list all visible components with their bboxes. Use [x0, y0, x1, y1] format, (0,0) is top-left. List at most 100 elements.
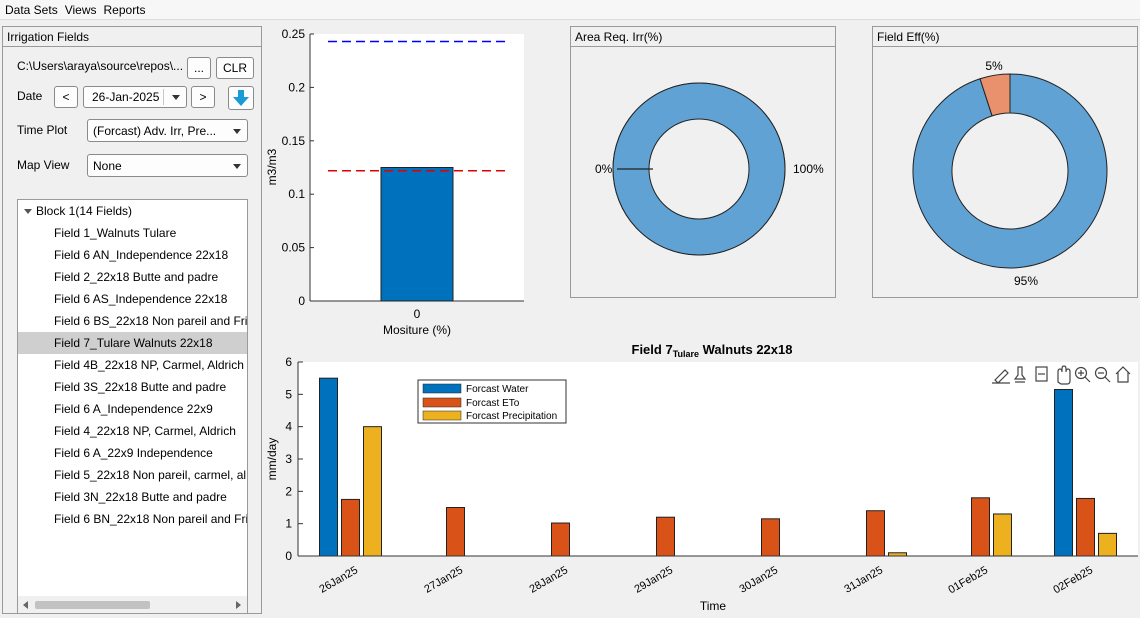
moisture-y-tick-label: 0 — [298, 294, 305, 308]
clear-button[interactable]: CLR — [216, 57, 254, 79]
forecast-x-tick-label: 28Jan25 — [527, 564, 570, 596]
forecast-x-tick-label: 29Jan25 — [632, 564, 675, 596]
map-view-label: Map View — [17, 158, 70, 172]
forecast-ylabel: mm/day — [265, 438, 279, 481]
forecast-legend[interactable]: Forcast Water Forcast ETo Forcast Precip… — [417, 379, 567, 424]
tree-field-item[interactable]: Field 1_Walnuts Tulare — [18, 222, 247, 244]
moisture-y-tick-label: 0.2 — [288, 80, 305, 94]
tree-field-item[interactable]: Field 5_22x18 Non pareil, carmel, al — [18, 464, 247, 486]
forecast-bar-eto — [341, 498, 360, 557]
tree-field-label: Field 2_22x18 Butte and padre — [54, 270, 219, 284]
forecast-x-tick-label: 26Jan25 — [317, 564, 360, 596]
moisture-chart: 0 0.05 0.1 0.15 0.2 0.25 0 Mositure (%) m3/m3 — [265, 27, 524, 337]
legend-label-eto: Forcast ETo — [466, 398, 520, 409]
chevron-down-icon — [233, 163, 241, 169]
menu-data-sets[interactable]: Data Sets — [5, 2, 58, 17]
moisture-y-tick-label: 0.05 — [282, 241, 306, 255]
forecast-x-tick-label: 02Feb25 — [1051, 564, 1095, 596]
tree-field-label: Field 6 A_Independence 22x9 — [54, 402, 213, 416]
brush-icon[interactable] — [992, 369, 1010, 384]
menu-views[interactable]: Views — [64, 2, 97, 17]
forecast-title-main: Field 7 — [632, 342, 673, 357]
tree-field-label: Field 6 AS_Independence 22x18 — [54, 292, 228, 306]
tree-field-item[interactable]: Field 3S_22x18 Butte and padre — [18, 376, 247, 398]
forecast-y-tick-label: 1 — [285, 517, 292, 531]
tree-node-block[interactable]: Block 1(14 Fields) — [18, 200, 247, 222]
tree-field-item[interactable]: Field 3N_22x18 Butte and padre — [18, 486, 247, 508]
tree-field-item[interactable]: Field 6 A_22x9 Independence — [18, 442, 247, 464]
tree-field-label: Field 6 AN_Independence 22x18 — [54, 248, 229, 262]
area-donut-chart: 0% 100% — [595, 82, 824, 256]
moisture-ylabel: m3/m3 — [265, 148, 279, 185]
menu-reports[interactable]: Reports — [103, 2, 146, 17]
tree-field-item[interactable]: Field 4_22x18 NP, Carmel, Aldrich — [18, 420, 247, 442]
forecast-chart: Field 7Tulare Walnuts 22x18 0 1 2 3 4 5 6 26Jan… — [265, 342, 1138, 613]
tree-field-label: Field 7_Tulare Walnuts 22x18 — [54, 336, 213, 350]
eff-donut-slice-5 — [979, 73, 1011, 117]
pan-hand-icon[interactable] — [1057, 365, 1071, 385]
moisture-x-tick: 0 — [414, 307, 421, 321]
tree-field-item[interactable]: Field 7_Tulare Walnuts 22x18 — [18, 332, 247, 354]
moisture-y-tick-label: 0.1 — [288, 187, 305, 201]
expand-icon[interactable] — [24, 209, 32, 214]
tree-field-label: Field 1_Walnuts Tulare — [54, 226, 177, 240]
time-plot-select[interactable]: (Forcast) Adv. Irr, Pre... — [87, 119, 248, 142]
field-tree[interactable]: Block 1(14 Fields) Field 1_Walnuts Tular… — [17, 199, 248, 614]
chevron-down-icon — [233, 128, 241, 134]
forecast-bar-eto — [656, 516, 675, 557]
eff-bottom-label: 95% — [1014, 274, 1038, 288]
legend-swatch-water — [422, 383, 462, 394]
scroll-right-icon[interactable] — [236, 601, 241, 609]
tree-field-item[interactable]: Field 6 BN_22x18 Non pareil and Fri — [18, 508, 248, 530]
date-picker-divider — [163, 89, 164, 105]
forecast-bar-eto — [446, 507, 465, 557]
area-panel-title: Area Req. Irr(%) — [575, 30, 663, 44]
tree-field-item[interactable]: Field 2_22x18 Butte and padre — [18, 266, 247, 288]
tree-field-item[interactable]: Field 6 BS_22x18 Non pareil and Fri — [18, 310, 248, 332]
tree-field-item[interactable]: Field 4B_22x18 NP, Carmel, Aldrich — [18, 354, 247, 376]
area-right-label: 100% — [793, 162, 824, 176]
forecast-bar-precip — [1098, 532, 1117, 557]
forecast-x-tick-label: 01Feb25 — [946, 564, 990, 596]
map-view-select[interactable]: None — [87, 154, 248, 177]
axes-toolbar — [992, 365, 1131, 385]
chevron-down-icon — [172, 95, 180, 100]
forecast-bar-precip — [993, 513, 1012, 557]
tree-field-item[interactable]: Field 6 AS_Independence 22x18 — [18, 288, 247, 310]
home-icon[interactable] — [1115, 366, 1131, 383]
area-left-label: 0% — [595, 162, 613, 176]
panel-title-divider — [571, 46, 835, 47]
path-field[interactable]: C:\Users\araya\source\repos\... — [17, 59, 184, 73]
panel-title: Irrigation Fields — [7, 30, 90, 44]
tree-field-label: Field 6 BN_22x18 Non pareil and Fri — [54, 512, 248, 526]
menu-bar: Data Sets Views Reports — [0, 0, 1140, 20]
forecast-bar-water — [319, 377, 338, 557]
tree-field-item[interactable]: Field 6 A_Independence 22x9 — [18, 398, 247, 420]
field-eff-panel: Field Eff(%) 5% 95% — [872, 26, 1138, 298]
data-tip-icon[interactable] — [1013, 366, 1027, 383]
forecast-bar-water — [1054, 388, 1073, 557]
eff-donut-slice-95 — [912, 73, 1108, 269]
panel-title-divider — [873, 46, 1137, 47]
scroll-left-icon[interactable] — [23, 601, 28, 609]
forecast-bar-eto — [1076, 497, 1095, 557]
horizontal-scrollbar[interactable] — [18, 596, 247, 613]
browse-button[interactable]: ... — [187, 57, 211, 79]
tree-field-label: Field 3S_22x18 Butte and padre — [54, 380, 227, 394]
download-button[interactable] — [228, 86, 254, 110]
forecast-y-tick-label: 4 — [285, 420, 292, 434]
eff-donut-chart: 5% 95% — [912, 59, 1108, 288]
forecast-y-tick-label: 6 — [285, 355, 292, 369]
zoom-in-icon[interactable] — [1074, 366, 1091, 383]
restore-view-icon[interactable] — [1035, 366, 1048, 382]
tree-field-item[interactable]: Field 6 AN_Independence 22x18 — [18, 244, 247, 266]
forecast-title-sub: Tulare — [673, 349, 699, 359]
scrollbar-thumb[interactable] — [35, 601, 150, 609]
prev-date-button[interactable]: < — [54, 86, 78, 108]
next-date-button[interactable]: > — [191, 86, 215, 108]
forecast-y-tick-label: 3 — [285, 452, 292, 466]
zoom-out-icon[interactable] — [1094, 366, 1111, 383]
forecast-bar-eto — [866, 510, 885, 557]
date-picker[interactable]: 26-Jan-2025 — [83, 86, 187, 108]
tree-field-label: Field 6 BS_22x18 Non pareil and Fri — [54, 314, 248, 328]
